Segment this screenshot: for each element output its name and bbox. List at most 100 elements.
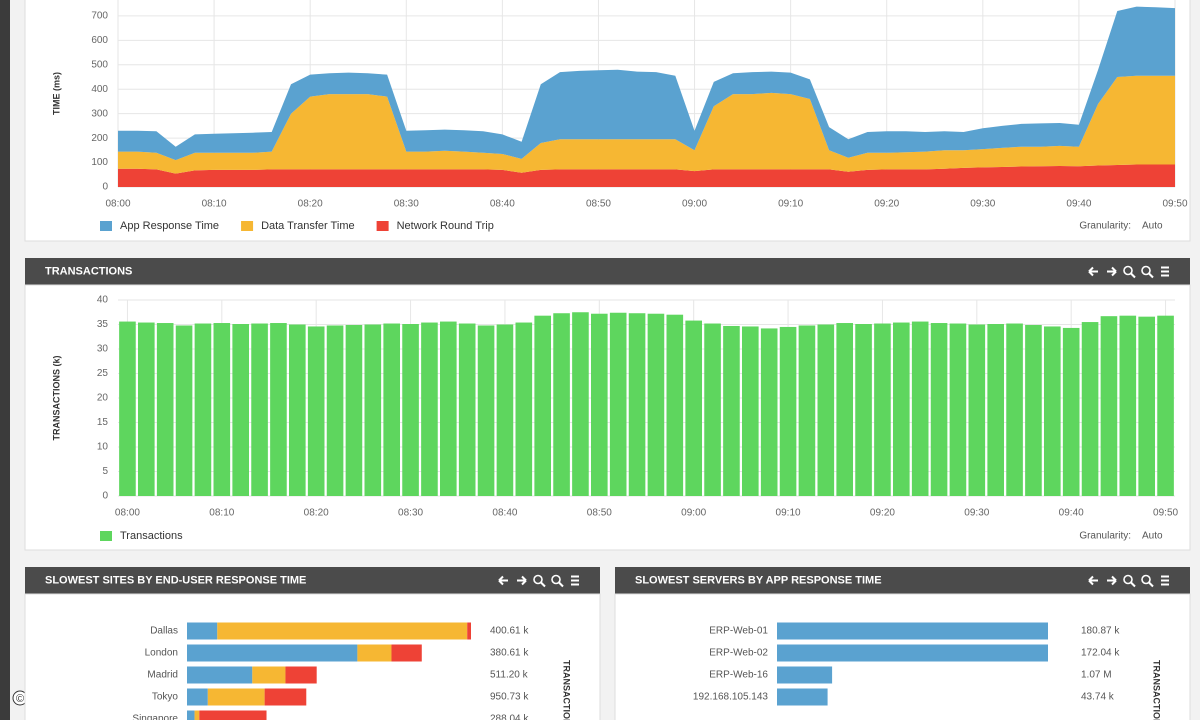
toolbar-zoom-handle[interactable]	[1148, 581, 1154, 588]
x-tick-label: 09:00	[681, 508, 706, 519]
toolbar-zoom-out[interactable]	[551, 574, 561, 585]
bar-segment	[777, 622, 1048, 640]
bar-segment	[285, 666, 317, 684]
bar-segment	[777, 666, 833, 684]
toolbar-zoom-handle[interactable]	[540, 581, 546, 588]
category-label: 192.168.105.143	[693, 692, 769, 703]
bar	[591, 313, 608, 496]
toolbar-menu[interactable]	[1161, 266, 1169, 277]
toolbar-zoom-out[interactable]	[1141, 265, 1151, 276]
bar-segment	[187, 622, 218, 640]
toolbar-zoom-handle[interactable]	[1148, 272, 1154, 279]
y-tick-label: 500	[91, 59, 108, 70]
toolbar-pan-right[interactable]	[517, 575, 527, 586]
area-series	[118, 6, 1175, 161]
bar-segment	[187, 666, 253, 684]
x-tick-label: 08:20	[298, 199, 323, 210]
y-tick-label: 20	[97, 393, 109, 404]
bar	[742, 326, 759, 496]
toolbar-menu[interactable]	[571, 575, 579, 586]
y-tick-label: 600	[91, 35, 108, 46]
bar	[138, 322, 155, 496]
toolbar-pan-left[interactable]	[498, 575, 508, 586]
y-tick-label: 30	[97, 344, 109, 355]
bar	[119, 321, 136, 496]
bar	[307, 326, 325, 496]
category-label: ERP-Web-02	[709, 648, 768, 659]
bar	[949, 323, 967, 496]
bar-segment	[187, 644, 358, 662]
toolbar-zoom-handle[interactable]	[558, 581, 564, 588]
category-label: Madrid	[147, 670, 178, 681]
toolbar-pan-left[interactable]	[1088, 575, 1098, 586]
bar	[930, 323, 948, 496]
bar	[345, 324, 363, 496]
toolbar-zoom-in[interactable]	[1123, 574, 1133, 585]
bar	[477, 325, 495, 496]
panel-title: SLOWEST SERVERS BY APP RESPONSE TIME	[635, 574, 882, 586]
transactions-label: 400.61 k	[490, 626, 529, 637]
y-tick-label: 300	[91, 108, 108, 119]
bar	[1025, 324, 1042, 496]
bar	[383, 323, 400, 496]
bar-segment	[357, 644, 392, 662]
legend-swatch	[376, 221, 389, 231]
toolbar-zoom-in[interactable]	[533, 574, 543, 585]
bar	[515, 322, 533, 496]
bar	[194, 323, 212, 496]
bar	[836, 323, 853, 496]
bar	[421, 322, 438, 496]
bar	[817, 324, 835, 496]
x-tick-label: 08:10	[209, 508, 234, 519]
bar	[1157, 315, 1174, 496]
bar	[1138, 316, 1155, 496]
bar	[251, 323, 268, 496]
category-label: ERP-Web-16	[709, 670, 768, 681]
bar	[1119, 315, 1137, 496]
toolbar-pan-right[interactable]	[1107, 266, 1117, 277]
x-tick-label: 08:30	[394, 199, 419, 210]
toolbar-pan-right[interactable]	[1107, 575, 1117, 586]
legend-label: Transactions	[120, 530, 183, 542]
bar	[270, 323, 287, 496]
bar-segment	[217, 622, 468, 640]
x-tick-label: 09:30	[964, 508, 989, 519]
bar	[987, 324, 1004, 496]
legend-label: Data Transfer Time	[261, 220, 355, 232]
toolbar-zoom-in[interactable]	[1123, 265, 1133, 276]
toolbar-zoom-out[interactable]	[1141, 574, 1151, 585]
bar	[874, 323, 891, 496]
right-axis-title: TRANSACTIONS	[562, 660, 572, 720]
bar	[609, 312, 627, 496]
bar	[968, 324, 986, 496]
transactions-label: 950.73 k	[490, 692, 529, 703]
bar	[779, 326, 797, 496]
y-axis-title: TIME (ms)	[51, 72, 61, 115]
x-tick-label: 09:10	[778, 199, 803, 210]
granularity-label: Granularity:	[1079, 221, 1131, 232]
bar	[1062, 327, 1080, 496]
transactions-label: 288.04 k	[490, 714, 529, 720]
y-tick-label: 200	[91, 133, 108, 144]
bar	[458, 323, 476, 496]
panel-title: TRANSACTIONS	[45, 265, 132, 277]
transactions-label: 1.07 M	[1081, 670, 1112, 681]
toolbar-zoom-handle[interactable]	[1130, 272, 1136, 279]
y-tick-label: 0	[102, 491, 108, 502]
bar	[440, 321, 457, 496]
legend-swatch	[241, 221, 254, 231]
toolbar-menu[interactable]	[1161, 575, 1169, 586]
x-tick-label: 09:20	[874, 199, 899, 210]
legend-swatch	[100, 221, 112, 231]
bar	[760, 328, 778, 496]
bar	[326, 325, 344, 496]
transactions-label: 43.74 k	[1081, 692, 1115, 703]
bar	[156, 323, 174, 496]
y-axis-title: TRANSACTIONS (k)	[51, 355, 61, 440]
toolbar-pan-left[interactable]	[1088, 266, 1098, 277]
sidebar	[0, 0, 10, 720]
x-tick-label: 09:30	[970, 199, 995, 210]
toolbar-zoom-handle[interactable]	[1130, 581, 1136, 588]
y-tick-label: 10	[97, 442, 109, 453]
